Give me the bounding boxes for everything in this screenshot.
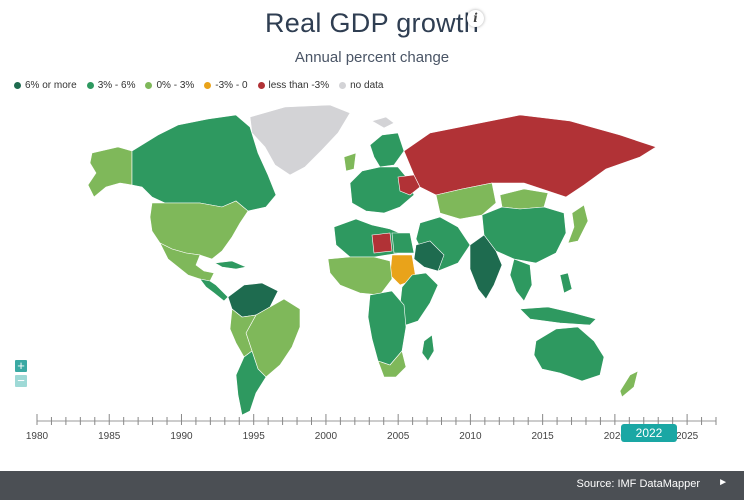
timeline-year-label[interactable]: 2020 [604, 431, 627, 442]
timeline-year-label[interactable]: 1990 [170, 431, 193, 442]
info-icon[interactable]: i [467, 10, 484, 27]
legend-label: 6% or more [25, 80, 77, 91]
legend-item-0-to-3[interactable]: 0% - 3% [145, 80, 194, 91]
country-east-africa[interactable] [399, 272, 439, 326]
country-india[interactable] [469, 234, 503, 300]
country-mongolia[interactable] [499, 188, 549, 210]
country-uk[interactable] [343, 152, 357, 172]
country-ukraine[interactable] [397, 174, 421, 196]
legend-label: -3% - 0 [215, 80, 248, 91]
legend-label: 3% - 6% [97, 80, 136, 91]
source-label[interactable]: Source: IMF DataMapper [576, 478, 701, 490]
country-usa[interactable] [149, 200, 249, 260]
timeline-year-label[interactable]: 2005 [387, 431, 410, 442]
play-icon[interactable]: ► [718, 477, 728, 488]
legend-label: no data [350, 80, 384, 91]
footer-bar: Source: IMF DataMapper ► [0, 471, 744, 500]
country-mexico[interactable] [159, 242, 215, 282]
country-egypt[interactable] [391, 232, 415, 254]
country-japan[interactable] [567, 204, 589, 244]
map-title: Real GDP growth [264, 8, 480, 38]
country-canada[interactable] [131, 114, 277, 212]
country-kazakhstan[interactable] [435, 182, 497, 220]
country-scandinavia[interactable] [369, 132, 405, 168]
legend: 6% or more 3% - 6% 0% - 3% -3% - 0 less … [14, 80, 383, 91]
country-west-africa[interactable] [327, 256, 393, 296]
timeline-year-label[interactable]: 2010 [459, 431, 482, 442]
legend-label: 0% - 3% [156, 80, 195, 91]
country-caribbean[interactable] [214, 260, 248, 270]
country-russia[interactable] [403, 114, 657, 198]
timeline-year-label[interactable]: 2015 [532, 431, 555, 442]
country-madagascar[interactable] [421, 334, 435, 362]
selected-year-badge[interactable]: 2022 [621, 424, 677, 442]
country-indonesia[interactable] [519, 306, 597, 326]
world-map[interactable] [0, 95, 744, 425]
legend-swatch [204, 82, 212, 89]
legend-swatch [14, 82, 21, 89]
country-libya[interactable] [371, 232, 393, 254]
country-argentina[interactable] [235, 350, 267, 416]
zoom-in-button[interactable]: + [15, 359, 27, 372]
legend-item-no-data[interactable]: no data [339, 80, 383, 91]
country-australia[interactable] [533, 326, 605, 382]
country-central-america[interactable] [199, 278, 229, 302]
legend-swatch [339, 82, 347, 89]
legend-swatch [257, 82, 265, 89]
timeline-year-label[interactable]: 2000 [315, 431, 338, 442]
timeline-year-label[interactable]: 1985 [98, 431, 121, 442]
map-subtitle: Annual percent change [294, 49, 450, 66]
zoom-out-button[interactable]: − [15, 374, 27, 387]
legend-swatch [86, 82, 94, 89]
legend-swatch [145, 82, 153, 89]
timeline-year-label[interactable]: 2025 [676, 431, 699, 442]
country-south-africa[interactable] [377, 350, 407, 378]
timeline-slider[interactable]: 1980 1985 1990 1995 2000 2005 2010 2015 2020 2025 [0, 405, 744, 445]
legend-label: less than -3% [268, 80, 330, 91]
timeline-year-label[interactable]: 1995 [243, 431, 266, 442]
country-alaska[interactable] [87, 146, 133, 198]
country-svalbard[interactable] [371, 116, 395, 129]
country-southeast-asia[interactable] [509, 258, 533, 302]
legend-item-6-or-more[interactable]: 6% or more [14, 80, 77, 91]
legend-item-minus3-to-0[interactable]: -3% - 0 [204, 80, 248, 91]
country-greenland[interactable] [249, 104, 351, 176]
country-philippines[interactable] [559, 272, 573, 294]
country-new-zealand[interactable] [619, 370, 639, 398]
timeline-year-label[interactable]: 1980 [26, 431, 49, 442]
legend-item-3-to-6[interactable]: 3% - 6% [86, 80, 136, 91]
country-saudi-arabia[interactable] [413, 240, 445, 272]
legend-item-less-than-minus3[interactable]: less than -3% [257, 80, 330, 91]
